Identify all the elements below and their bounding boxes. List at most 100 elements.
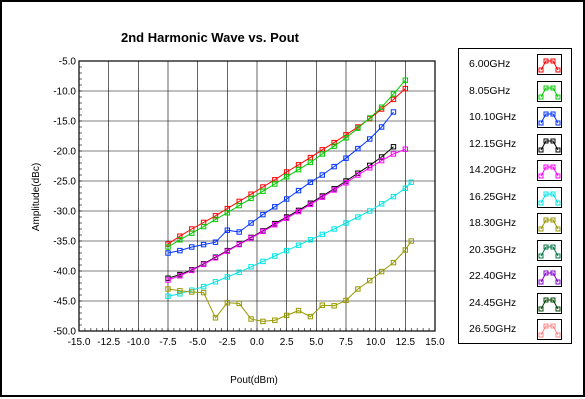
legend-marker bbox=[538, 67, 544, 73]
series-line bbox=[167, 240, 412, 322]
data-point bbox=[260, 228, 266, 235]
data-point bbox=[165, 286, 171, 292]
data-point bbox=[165, 244, 171, 250]
y-tick-label: -30.0 bbox=[53, 207, 76, 218]
data-point bbox=[283, 174, 290, 180]
legend-marker bbox=[543, 164, 549, 170]
legend-marker bbox=[555, 67, 561, 73]
data-point bbox=[343, 132, 349, 138]
legend-marker bbox=[538, 253, 544, 258]
legend-entry: 20.35GHz bbox=[459, 239, 573, 265]
y-tick-label: -10.0 bbox=[53, 87, 76, 98]
data-point bbox=[319, 172, 325, 178]
data-point bbox=[378, 124, 385, 130]
legend-marker bbox=[538, 94, 544, 99]
legend-entry: 6.00GHz bbox=[459, 53, 573, 79]
legend-entry: 24.45GHz bbox=[459, 292, 573, 318]
legend-line bbox=[540, 113, 559, 124]
y-tick-label: -40.0 bbox=[53, 267, 76, 278]
data-point bbox=[331, 143, 337, 149]
legend-marker bbox=[555, 279, 561, 285]
data-point bbox=[402, 85, 409, 92]
data-point bbox=[378, 157, 385, 164]
data-point bbox=[295, 187, 302, 194]
data-point bbox=[177, 247, 183, 254]
data-point bbox=[177, 233, 183, 239]
data-point bbox=[212, 216, 219, 223]
legend-marker bbox=[538, 120, 544, 126]
data-point bbox=[177, 237, 183, 243]
legend-line bbox=[540, 272, 559, 283]
data-point bbox=[390, 193, 397, 200]
legend-marker bbox=[543, 217, 549, 223]
data-point bbox=[319, 151, 325, 157]
data-point bbox=[343, 135, 349, 141]
x-tick-label: 7.5 bbox=[339, 337, 353, 348]
data-point bbox=[355, 145, 361, 152]
x-tick-label: 15.0 bbox=[425, 337, 445, 348]
data-point bbox=[408, 179, 414, 185]
legend-label: 10.10GHz bbox=[469, 111, 517, 123]
legend-marker bbox=[550, 244, 556, 249]
x-tick-label: 10.0 bbox=[366, 337, 386, 348]
data-point bbox=[307, 313, 314, 320]
legend-marker bbox=[555, 120, 561, 126]
data-point bbox=[248, 264, 254, 270]
legend-line bbox=[540, 87, 559, 97]
x-tick-label: -7.5 bbox=[159, 337, 177, 348]
legend-marker bbox=[550, 58, 556, 64]
legend-marker bbox=[550, 191, 556, 196]
legend-entry: 12.15GHz bbox=[459, 133, 573, 159]
series-line bbox=[167, 148, 406, 281]
data-point bbox=[177, 273, 183, 279]
legend: 6.00GHz 8.05GHz 10.10GHz 12.15GHz 14.20GHz 16… bbox=[458, 48, 572, 344]
data-point bbox=[224, 300, 231, 306]
legend-marker bbox=[538, 147, 544, 152]
data-point bbox=[260, 211, 266, 218]
data-point bbox=[307, 179, 314, 185]
series-16.25GHz bbox=[165, 179, 414, 299]
data-point bbox=[165, 250, 171, 256]
data-point bbox=[390, 151, 397, 157]
legend-line bbox=[540, 219, 559, 230]
data-point bbox=[319, 194, 325, 200]
data-point bbox=[331, 187, 337, 193]
legend-entry: 8.05GHz bbox=[459, 80, 573, 106]
data-point bbox=[248, 235, 254, 241]
data-point bbox=[307, 201, 314, 208]
data-point bbox=[236, 269, 242, 275]
y-tick-label: -50.0 bbox=[53, 327, 76, 338]
legend-label: 22.40GHz bbox=[469, 270, 517, 282]
data-point bbox=[260, 258, 266, 265]
data-point bbox=[189, 267, 195, 274]
x-tick-label: -2.5 bbox=[219, 337, 237, 348]
legend-label: 18.30GHz bbox=[469, 217, 517, 229]
y-axis-label: Amplitude(dBc) bbox=[31, 163, 42, 231]
data-point bbox=[355, 286, 361, 292]
x-tick-label: 2.5 bbox=[280, 337, 294, 348]
legend-swatch bbox=[537, 80, 562, 102]
data-point bbox=[331, 139, 337, 146]
data-point bbox=[295, 307, 302, 314]
legend-swatch bbox=[537, 160, 562, 181]
legend-marker bbox=[555, 253, 561, 258]
data-point bbox=[224, 227, 231, 233]
data-point bbox=[248, 195, 254, 202]
legend-marker bbox=[555, 94, 561, 99]
x-tick-label: 12.5 bbox=[396, 337, 416, 348]
legend-swatch bbox=[537, 133, 562, 155]
series-line bbox=[167, 111, 394, 254]
legend-swatch bbox=[537, 186, 562, 208]
legend-swatch bbox=[537, 266, 562, 287]
legend-marker bbox=[543, 270, 549, 276]
data-point bbox=[212, 213, 219, 219]
legend-marker bbox=[555, 200, 561, 205]
data-point bbox=[200, 223, 207, 230]
data-point bbox=[378, 104, 385, 110]
data-point bbox=[212, 255, 219, 261]
data-point bbox=[307, 159, 314, 166]
data-point bbox=[402, 77, 409, 83]
data-point bbox=[212, 239, 219, 245]
legend-line bbox=[540, 166, 559, 177]
legend-entry: 14.20GHz bbox=[459, 159, 573, 185]
